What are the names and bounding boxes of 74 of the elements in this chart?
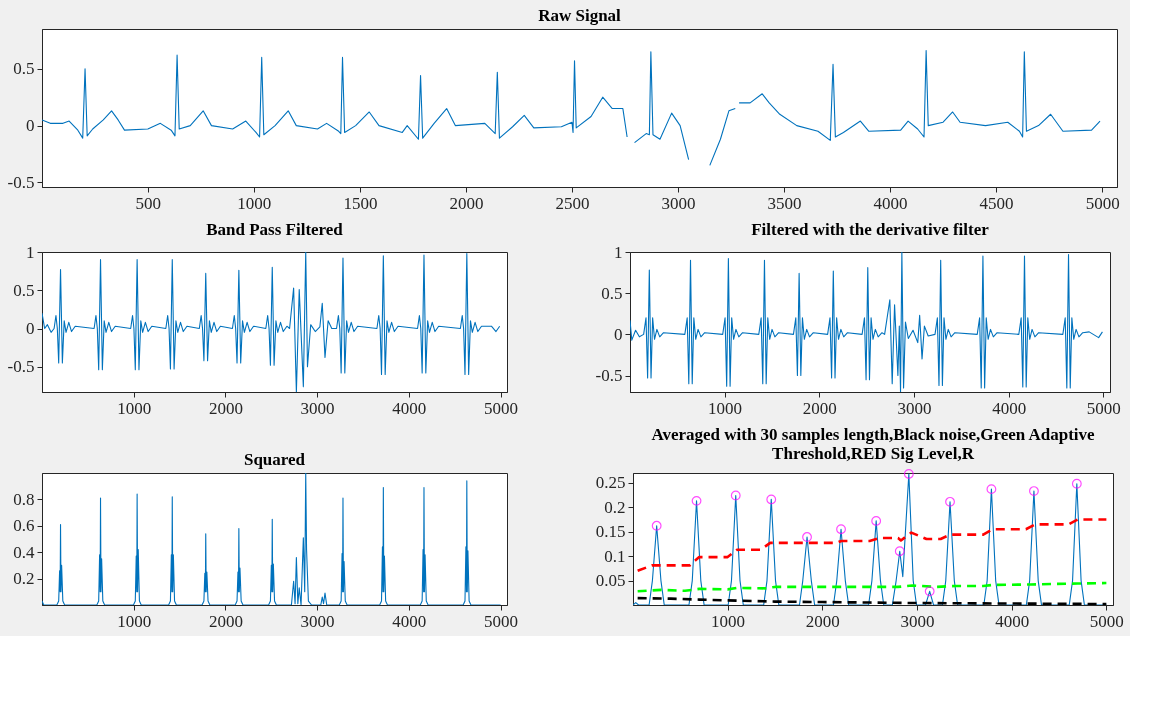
x-tick-label: 5000	[1086, 398, 1121, 418]
point	[986, 484, 997, 495]
y-tick-label: 0.4	[13, 542, 35, 562]
x-tick-label: 4000	[392, 398, 427, 418]
line-series	[636, 518, 1108, 573]
point	[1071, 478, 1082, 489]
x-tick-label: 2000	[208, 611, 243, 631]
x-tick-label: 1000	[237, 193, 272, 213]
y-tick-label: 0.5	[13, 280, 35, 300]
y-tick-label: 0.2	[604, 497, 626, 517]
x-tick-label: 5000	[484, 398, 519, 418]
x-tick-label: 2500	[555, 193, 590, 213]
y-tick-label: 0.25	[595, 473, 626, 493]
x-tick-label: 2000	[449, 193, 484, 213]
point	[894, 546, 905, 557]
x-tick-label: 5000	[1085, 193, 1120, 213]
y-tick-label: 0.5	[13, 59, 35, 79]
y-tick-label: 0.8	[13, 489, 35, 509]
x-tick-label: 3500	[767, 193, 802, 213]
y-tick-label: 1	[614, 242, 623, 262]
y-tick-label: 0	[26, 319, 35, 338]
x-tick-label: 1000	[117, 611, 152, 631]
x-tick-label: 500	[135, 193, 162, 213]
y-tick-label: 0	[614, 324, 623, 344]
x-tick-label: 5000	[1089, 611, 1124, 631]
line-series	[42, 252, 501, 392]
y-tick-label: -0.5	[7, 357, 35, 377]
x-tick-label: 2000	[802, 398, 837, 418]
y-tick-label: 1	[26, 242, 35, 262]
point	[766, 494, 777, 505]
point	[802, 532, 812, 542]
chart-title: Averaged with 30 samples length,Black noise,Green Adaptive Threshold,RED Sig Level,R	[651, 425, 1096, 464]
y-tick-label: 0.05	[595, 571, 626, 591]
x-tick-label: 3000	[900, 611, 935, 631]
line-series	[630, 252, 1103, 392]
y-tick-label: 0.15	[595, 522, 626, 542]
x-tick-label: 3000	[300, 611, 335, 631]
x-tick-label: 5000	[484, 611, 519, 631]
point	[871, 515, 882, 526]
x-tick-label: 4000	[995, 611, 1030, 631]
x-tick-label: 2000	[208, 398, 243, 418]
y-tick-label: 0	[26, 116, 35, 136]
y-tick-label: 0.6	[13, 516, 35, 536]
point	[1029, 486, 1039, 497]
y-tick-label: 0.2	[13, 569, 35, 589]
chart-title: Filtered with the derivative filter	[751, 220, 990, 239]
point	[836, 524, 846, 535]
x-tick-label: 1000	[711, 611, 746, 631]
point	[651, 520, 662, 531]
line-series	[636, 581, 1108, 593]
x-tick-label: 3000	[661, 193, 696, 213]
chart-title: Band Pass Filtered	[206, 220, 344, 239]
line-series	[42, 473, 502, 605]
x-tick-label: 4000	[392, 611, 427, 631]
x-tick-label: 3000	[300, 398, 335, 418]
y-tick-label: -0.5	[7, 172, 35, 192]
point	[903, 469, 914, 479]
point	[945, 496, 955, 507]
chart-title: Squared	[243, 450, 306, 469]
y-tick-label: 0.1	[604, 546, 626, 566]
point	[691, 495, 702, 506]
point	[730, 490, 741, 501]
x-tick-label: 4000	[873, 193, 908, 213]
x-tick-label: 1500	[343, 193, 378, 213]
x-tick-label: 4000	[992, 398, 1027, 418]
chart-title: Raw Signal	[538, 6, 622, 25]
y-tick-label: -0.5	[595, 366, 623, 386]
x-tick-label: 1000	[708, 398, 743, 418]
point	[924, 586, 935, 597]
y-tick-label: 0.5	[601, 283, 623, 303]
x-tick-label: 3000	[897, 398, 932, 418]
x-tick-label: 1000	[117, 398, 152, 418]
x-tick-label: 2000	[805, 611, 840, 631]
x-tick-label: 4500	[979, 193, 1014, 213]
